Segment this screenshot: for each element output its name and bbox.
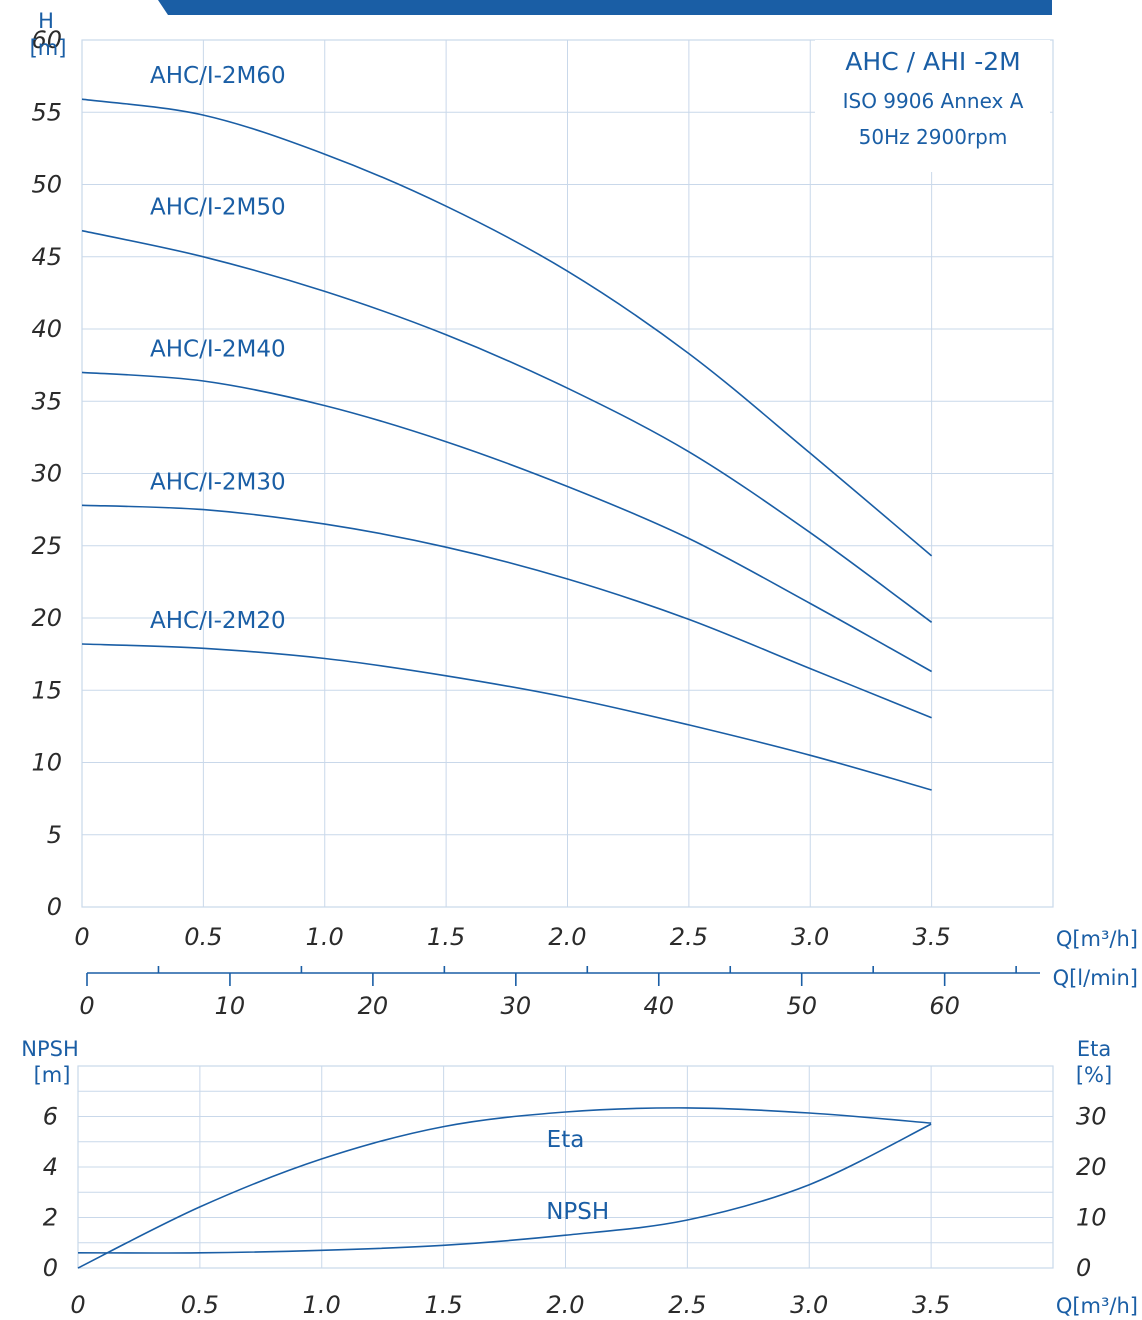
- head-series-label: AHC/I-2M30: [150, 469, 286, 495]
- lmin-tick-label: 10: [215, 992, 246, 1020]
- eta-y-tick-label: 30: [1076, 1103, 1107, 1131]
- eta-y-tick-label: 10: [1076, 1204, 1107, 1232]
- head-x-tick-label: 2.5: [670, 923, 708, 951]
- info-box-title: AHC / AHI -2M: [845, 47, 1020, 76]
- head-y-tick-label: 10: [31, 749, 62, 777]
- lmin-tick-label: 30: [501, 992, 532, 1020]
- eta-y-tick-label: 20: [1076, 1153, 1107, 1181]
- lmin-tick-label: 60: [929, 992, 960, 1020]
- flow-lmin-scale: 0 10 20 30 40 50 60: [79, 966, 1040, 1020]
- head-y-tick-label: 30: [31, 460, 62, 488]
- head-series-labels: AHC/I-2M60 AHC/I-2M50 AHC/I-2M40 AHC/I-2M30…: [150, 63, 286, 634]
- npsh-eta-x-tick-label: 3.5: [912, 1291, 950, 1319]
- head-y-tick-label: 15: [31, 676, 62, 704]
- head-series-label: AHC/I-2M20: [150, 608, 286, 634]
- info-box-speed: 50Hz 2900rpm: [859, 125, 1008, 149]
- flow-axis-title-lmin: Q[l/min]: [1053, 966, 1138, 990]
- npsh-eta-x-tick-label: 0: [70, 1291, 85, 1319]
- head-x-tick-label: 1.0: [306, 923, 344, 951]
- head-y-tick-label: 55: [31, 98, 62, 126]
- info-box-standard: ISO 9906 Annex A: [843, 89, 1024, 113]
- npsh-eta-x-tick-label: 2.0: [546, 1291, 584, 1319]
- npsh-eta-curves: Eta NPSH: [77, 1107, 932, 1269]
- eta-axis-title-unit: [%]: [1076, 1063, 1112, 1087]
- npsh-curve: [77, 1123, 932, 1254]
- eta-series-label: Eta: [547, 1127, 585, 1153]
- eta-axis-title-symbol: Eta: [1077, 1037, 1111, 1061]
- npsh-y-tick-label: 2: [43, 1204, 58, 1232]
- npsh-y-tick-label: 6: [43, 1103, 58, 1131]
- npsh-eta-chart-grid: [77, 1065, 1054, 1269]
- head-curve-2m60: [81, 98, 933, 557]
- head-y-tick-label: 45: [31, 243, 62, 271]
- head-y-tick-label: 50: [31, 171, 62, 199]
- head-x-tick-label: 3.5: [913, 923, 951, 951]
- npsh-eta-x-tick-label: 0.5: [181, 1291, 219, 1319]
- head-axis-title-symbol: H: [38, 9, 54, 33]
- head-tick-labels: 0 5 10 15 20 25 30 35 40 45 50 55 60 0 0.5 1.0 1.5 2.0 2.5…: [31, 26, 950, 951]
- lmin-tick-label: 20: [358, 992, 389, 1020]
- npsh-eta-tick-labels: 0 2 4 6 0 10 20 30 0 0.5 1.0 1.5 2.0 2.5 3.0 3.5: [43, 1103, 1107, 1320]
- npsh-eta-x-tick-label: 2.5: [668, 1291, 706, 1319]
- head-y-tick-label: 35: [31, 387, 62, 415]
- npsh-eta-x-tick-label: 3.0: [790, 1291, 828, 1319]
- npsh-y-tick-label: 4: [43, 1153, 58, 1181]
- head-axis-title-unit: [m]: [30, 36, 67, 60]
- head-y-tick-label: 0: [47, 893, 62, 921]
- head-y-tick-label: 40: [31, 315, 62, 343]
- head-series-label: AHC/I-2M40: [150, 336, 286, 362]
- head-x-tick-label: 2.0: [548, 923, 586, 951]
- eta-curve: [77, 1107, 932, 1269]
- head-x-tick-label: 1.5: [427, 923, 465, 951]
- head-y-tick-label: 60: [31, 26, 62, 54]
- head-y-tick-label: 25: [31, 532, 62, 560]
- head-curve-2m50: [81, 229, 933, 623]
- npsh-eta-x-tick-label: 1.5: [425, 1291, 463, 1319]
- npsh-axis-title-unit: [m]: [34, 1063, 71, 1087]
- header-banner: [158, 0, 1052, 15]
- head-y-tick-label: 5: [47, 821, 62, 849]
- head-chart-grid: [81, 39, 1054, 908]
- info-box-background: [815, 40, 1050, 172]
- npsh-axis-title-symbol: NPSH: [21, 1037, 79, 1061]
- head-series-label: AHC/I-2M50: [150, 195, 286, 221]
- flow-axis-title-m3h: Q[m³/h]: [1056, 927, 1138, 951]
- head-x-tick-label: 0: [74, 923, 89, 951]
- lmin-tick-label: 50: [786, 992, 817, 1020]
- head-curves: [81, 98, 933, 791]
- head-curve-2m20: [81, 643, 932, 791]
- head-curve-2m40: [81, 371, 932, 673]
- head-curve-2m30: [81, 504, 932, 719]
- eta-y-tick-label: 0: [1076, 1254, 1091, 1282]
- head-x-tick-label: 0.5: [184, 923, 222, 951]
- head-y-tick-label: 20: [31, 604, 62, 632]
- head-series-label: AHC/I-2M60: [150, 63, 286, 89]
- npsh-series-label: NPSH: [546, 1199, 609, 1225]
- npsh-eta-x-tick-label: 1.0: [303, 1291, 341, 1319]
- lmin-tick-label: 0: [79, 992, 94, 1020]
- head-x-tick-label: 3.0: [791, 923, 829, 951]
- npsh-y-tick-label: 0: [43, 1254, 58, 1282]
- flow-axis-title-m3h-bottom: Q[m³/h]: [1056, 1294, 1138, 1318]
- lmin-tick-label: 40: [643, 992, 674, 1020]
